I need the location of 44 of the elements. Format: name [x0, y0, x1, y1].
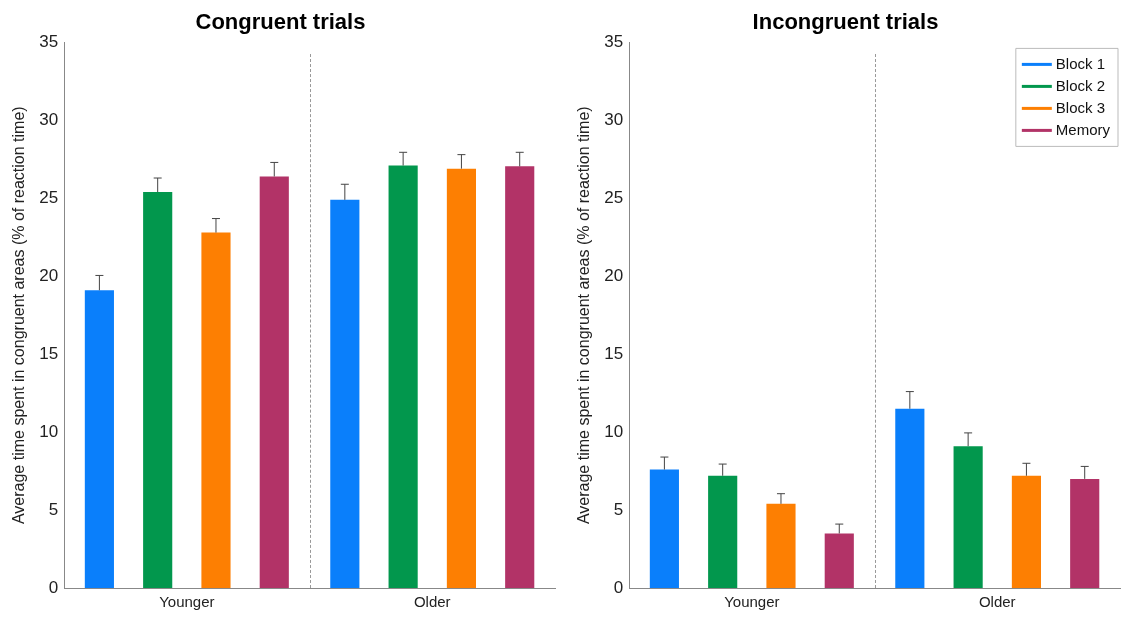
x-tick-label: Older: [413, 593, 451, 611]
y-tick-label: 10: [39, 421, 59, 441]
x-tick-label: Younger: [724, 593, 780, 611]
y-tick-label: 25: [39, 187, 59, 207]
bar: [649, 469, 679, 588]
legend-label: Block 3: [1055, 98, 1106, 116]
chart-title: Incongruent trials: [752, 9, 939, 35]
y-tick-label: 20: [604, 265, 624, 285]
y-axis-title: Average time spent in congruent areas (% of reaction time): [10, 106, 28, 525]
x-tick-label: Older: [978, 593, 1016, 611]
bar: [446, 168, 476, 588]
bar: [895, 408, 925, 588]
legend-label: Block 1: [1055, 54, 1106, 72]
bar: [201, 232, 231, 588]
y-tick-label: 0: [613, 577, 624, 597]
y-tick-label: 5: [48, 499, 59, 519]
bar: [505, 166, 535, 588]
bar: [953, 446, 983, 588]
y-tick-label: 35: [39, 32, 59, 52]
bar: [143, 192, 173, 588]
y-tick-label: 10: [604, 421, 624, 441]
y-tick-label: 5: [613, 499, 624, 519]
y-tick-label: 0: [48, 577, 59, 597]
y-tick-label: 35: [604, 32, 624, 52]
y-tick-label: 30: [39, 110, 59, 130]
bar: [388, 165, 418, 588]
y-tick-label: 15: [604, 343, 624, 363]
y-axis-title: Average time spent in congruent areas (% of reaction time): [575, 106, 593, 525]
y-tick-label: 30: [604, 110, 624, 130]
bar: [330, 199, 360, 588]
bar: [1070, 478, 1100, 588]
bar: [1011, 475, 1041, 588]
x-tick-label: Younger: [159, 593, 215, 611]
bar: [766, 503, 796, 588]
legend-label: Block 2: [1055, 76, 1106, 94]
bar: [824, 533, 854, 588]
y-tick-label: 25: [604, 187, 624, 207]
bar: [708, 475, 738, 588]
y-tick-label: 20: [39, 265, 59, 285]
bar: [84, 290, 114, 588]
chart-title: Congruent trials: [195, 9, 366, 35]
y-tick-label: 15: [39, 343, 59, 363]
legend-label: Memory: [1055, 120, 1111, 138]
bar: [259, 176, 289, 588]
